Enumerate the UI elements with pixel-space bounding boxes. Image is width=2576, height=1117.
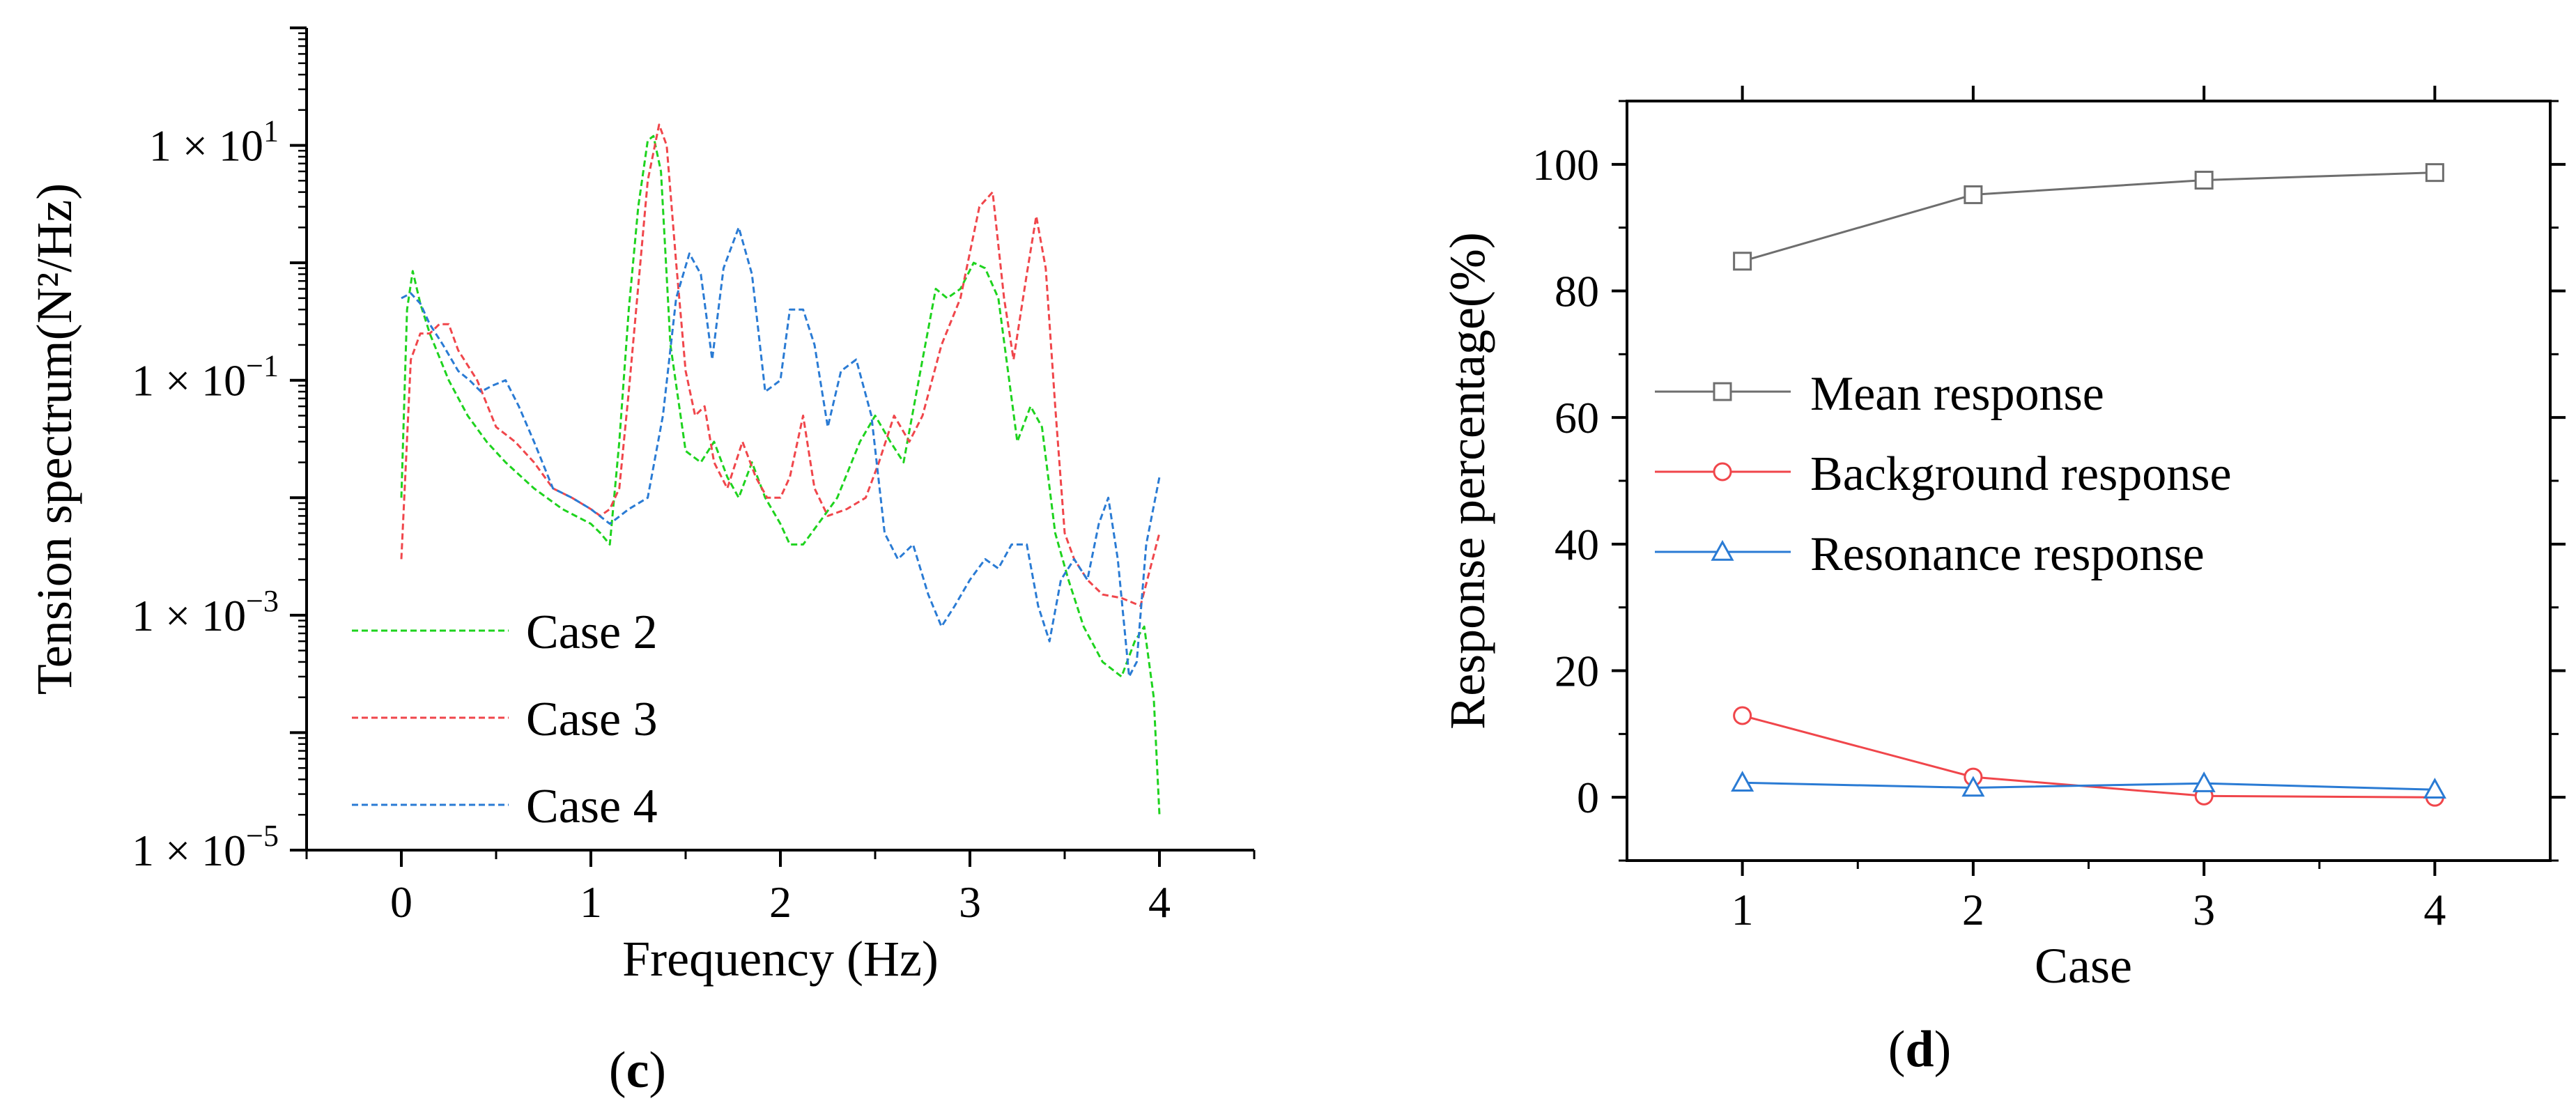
panel-c-series	[400, 123, 1161, 815]
data-point-resonance	[1731, 771, 1754, 792]
panel-c: 0 1 2 3 4 1 × 101 1 × 10−1 1 × 10−3 1 × 10−5 Fr…	[26, 26, 1256, 1099]
data-point-background	[1733, 706, 1752, 725]
panel-d-label-open: (	[1888, 1021, 1906, 1078]
panel-c-x-tick-label: 0	[390, 877, 412, 927]
data-point-mean	[2425, 163, 2444, 183]
legend-label-resonance: Resonance response	[1810, 527, 2205, 581]
panel-d-x-ticks: 1 2 3 4	[1732, 86, 2446, 934]
panel-d-y-tick-label: 80	[1555, 267, 1599, 316]
panel-c-legend: Case 2 Case 3 Case 4	[352, 606, 658, 833]
panel-d-y-tick-label: 0	[1577, 773, 1599, 822]
legend-label-case-3: Case 3	[526, 693, 658, 746]
panel-c-y-tick-label: 1 × 10−3	[132, 584, 279, 640]
legend-marker-mean	[1713, 382, 1732, 401]
panel-c-y-ticks: 1 × 101 1 × 10−1 1 × 10−3 1 × 10−5	[132, 26, 307, 875]
panel-d-y-tick-label: 20	[1555, 647, 1599, 696]
panel-d: 1 2 3 4 0 20 40 60 80 100 Case Response percenta…	[1440, 86, 2566, 1078]
panel-d-label-close: )	[1934, 1021, 1952, 1078]
panel-c-x-tick-label: 3	[959, 877, 981, 927]
series-line-case-3	[400, 123, 1161, 607]
data-point-mean	[1733, 252, 1752, 271]
panel-d-x-tick-label: 3	[2193, 885, 2215, 934]
series-line-case-4	[401, 226, 1161, 678]
panel-c-label-letter: c	[626, 1042, 649, 1099]
data-point-mean	[2194, 171, 2214, 190]
panel-c-label-open: (	[609, 1042, 626, 1099]
panel-c-x-tick-label: 1	[580, 877, 602, 927]
panel-c-x-tick-label: 4	[1148, 877, 1171, 927]
panel-d-x-tick-label: 1	[1732, 885, 1754, 934]
legend-marker-resonance	[1711, 539, 1734, 561]
panel-d-y-tick-label: 40	[1555, 520, 1599, 569]
panel-c-y-label: Tension spectrum(N²/Hz)	[26, 183, 82, 695]
panel-d-y-ticks: 0 20 40 60 80 100	[1532, 100, 2566, 862]
panel-d-series	[1731, 163, 2446, 807]
panel-c-y-tick-label: 1 × 10−5	[132, 819, 279, 875]
legend-label-background: Background response	[1810, 447, 2232, 501]
panel-c-label-close: )	[649, 1042, 666, 1099]
panel-d-x-tick-label: 2	[1962, 885, 1984, 934]
series-line-resonance	[1742, 781, 2435, 791]
panel-c-x-tick-label: 2	[769, 877, 792, 927]
legend-marker-resonance	[1711, 539, 1734, 561]
panel-d-label-letter: d	[1905, 1021, 1934, 1078]
panel-d-x-tick-label: 4	[2423, 885, 2446, 934]
panel-c-label: (c)	[609, 1042, 666, 1099]
legend-marker-background	[1713, 462, 1732, 482]
data-point-mean	[1964, 185, 1983, 204]
panel-c-y-tick-label: 1 × 10−1	[132, 349, 279, 406]
legend-marker-mean	[1713, 382, 1732, 401]
panel-d-label: (d)	[1888, 1021, 1951, 1078]
legend-label-case-2: Case 2	[526, 606, 658, 659]
panel-d-y-tick-label: 100	[1532, 140, 1599, 190]
panel-d-y-label: Response percentage(%)	[1440, 232, 1495, 730]
panel-c-y-tick-label: 1 × 101	[149, 114, 279, 171]
legend-label-case-4: Case 4	[526, 780, 658, 833]
legend-marker-background	[1713, 462, 1732, 482]
panel-d-x-label: Case	[2035, 938, 2132, 994]
data-point-resonance	[2192, 771, 2216, 792]
panel-d-legend: Mean response Background response Resona…	[1655, 367, 2232, 581]
data-point-resonance	[1961, 776, 1985, 797]
data-point-resonance	[2423, 778, 2446, 799]
panel-c-x-label: Frequency (Hz)	[622, 931, 939, 987]
panel-c-x-ticks: 0 1 2 3 4	[305, 850, 1256, 927]
panel-d-y-tick-label: 60	[1555, 393, 1599, 442]
series-line-case-2	[400, 134, 1161, 815]
legend-label-mean: Mean response	[1810, 367, 2104, 421]
series-line-mean	[1742, 171, 2435, 263]
